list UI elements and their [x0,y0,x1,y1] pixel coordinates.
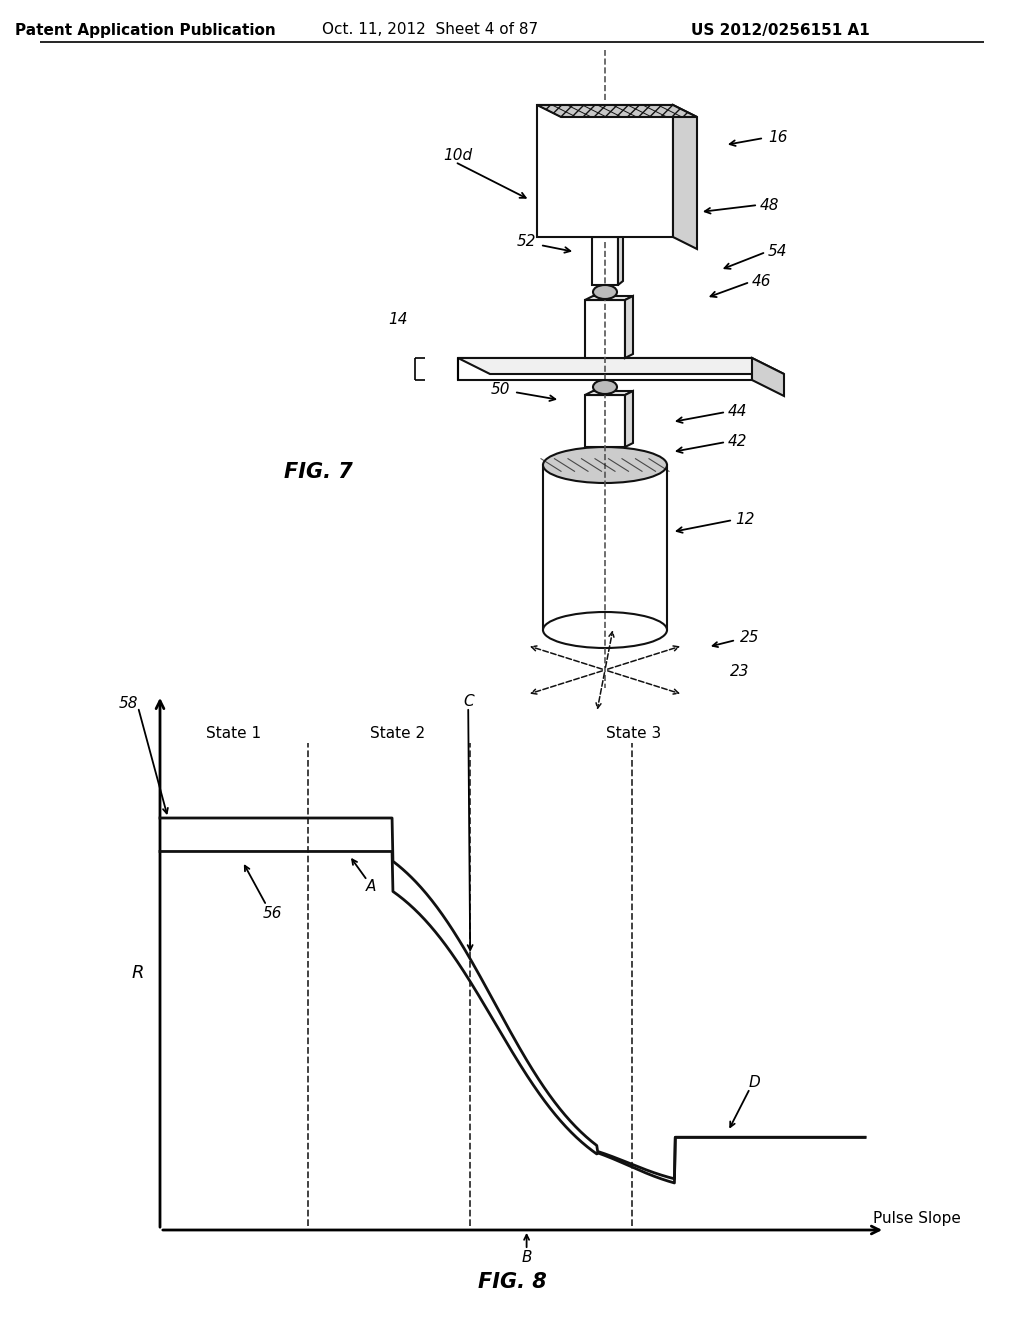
Text: 58: 58 [118,696,138,710]
Text: 16: 16 [768,131,787,145]
Text: 42: 42 [728,434,748,450]
Polygon shape [585,296,633,300]
Polygon shape [585,395,625,447]
Ellipse shape [593,380,617,393]
Text: 50: 50 [490,383,510,397]
Polygon shape [543,465,667,630]
Polygon shape [592,238,618,285]
Text: C: C [463,693,473,709]
Text: Patent Application Publication: Patent Application Publication [14,22,275,37]
Text: State 1: State 1 [207,726,261,741]
Text: FIG. 7: FIG. 7 [284,462,352,482]
Text: 52: 52 [516,235,536,249]
Text: 10d: 10d [443,148,472,162]
Polygon shape [537,106,697,117]
Text: A: A [367,879,377,894]
Text: D: D [749,1074,760,1090]
Text: Oct. 11, 2012  Sheet 4 of 87: Oct. 11, 2012 Sheet 4 of 87 [322,22,538,37]
Text: 12: 12 [735,512,755,528]
Text: 56: 56 [263,906,283,921]
Text: FIG. 8: FIG. 8 [478,1272,547,1292]
Text: 44: 44 [728,404,748,420]
Polygon shape [752,358,784,396]
Text: R: R [132,964,144,982]
Polygon shape [673,106,697,249]
Text: 23: 23 [730,664,750,680]
Text: 48: 48 [760,198,779,213]
Ellipse shape [593,285,617,300]
Polygon shape [625,296,633,358]
Polygon shape [585,300,625,358]
Polygon shape [537,106,673,238]
Text: Pulse Slope: Pulse Slope [873,1210,961,1225]
Text: State 2: State 2 [370,726,425,741]
Text: B: B [521,1250,531,1266]
Text: 14: 14 [388,313,408,327]
Text: US 2012/0256151 A1: US 2012/0256151 A1 [690,22,869,37]
Polygon shape [458,358,752,380]
Text: 54: 54 [768,244,787,260]
Polygon shape [585,391,633,395]
Polygon shape [458,358,784,374]
Ellipse shape [543,447,667,483]
Polygon shape [625,391,633,447]
Text: 46: 46 [752,275,771,289]
Polygon shape [618,234,623,285]
Ellipse shape [543,612,667,648]
Text: State 3: State 3 [605,726,660,741]
Text: 25: 25 [740,631,760,645]
